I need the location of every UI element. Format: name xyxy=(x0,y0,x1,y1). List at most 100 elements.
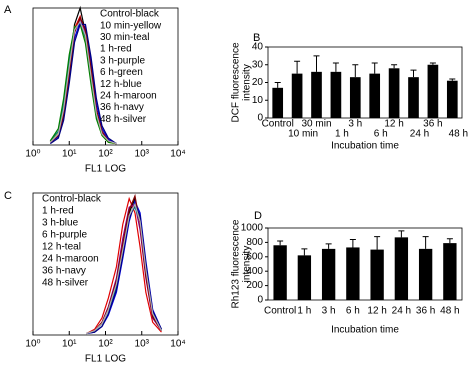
x-tick-label: 3 h xyxy=(348,119,362,130)
histogram-curve xyxy=(86,193,162,335)
y-tick-label: 1000 xyxy=(241,223,264,234)
error-bar xyxy=(410,69,417,78)
bar xyxy=(388,68,400,118)
legend-entry: 12 h-teal xyxy=(42,242,81,253)
legend-entry: 48 h-silver xyxy=(42,278,89,289)
histogram-curve xyxy=(86,205,163,335)
histogram-curve xyxy=(49,15,117,145)
x-tick-label: 10⁰ xyxy=(25,339,40,350)
y-tick-label: 400 xyxy=(246,266,263,277)
y-axis-label: intensity xyxy=(242,246,253,283)
x-tick-label: 10¹ xyxy=(62,149,77,160)
x-tick-label: 12 h xyxy=(384,119,403,130)
histogram-curve xyxy=(86,196,162,335)
panel-letter: C xyxy=(4,190,12,202)
x-tick-label: 10³ xyxy=(135,149,150,160)
legend-entry: 6 h-purple xyxy=(42,230,87,241)
panel-letter: A xyxy=(4,4,12,16)
bar xyxy=(408,77,419,118)
bar xyxy=(346,247,360,300)
error-bar xyxy=(294,60,301,74)
x-tick-label: 48 h xyxy=(440,306,459,317)
x-tick-label: 10⁴ xyxy=(170,149,185,160)
legend-entry: 3 h-blue xyxy=(42,218,79,229)
bar xyxy=(443,243,457,300)
error-bar xyxy=(398,230,405,238)
x-tick-label: 24 h xyxy=(392,306,411,317)
legend-entry: 36 h-navy xyxy=(100,102,144,113)
x-axis-label: Incubation time xyxy=(331,325,399,336)
bar xyxy=(418,248,433,300)
histogram-curve xyxy=(49,23,117,145)
legend-entry: Control-black xyxy=(100,9,160,20)
error-bar xyxy=(446,238,453,244)
y-tick-label: 800 xyxy=(246,237,263,248)
bar xyxy=(394,237,409,300)
y-tick-label: 600 xyxy=(246,251,263,262)
error-bar xyxy=(422,236,429,249)
x-tick-label: 10² xyxy=(98,149,113,160)
y-tick-label: 20 xyxy=(252,77,264,88)
legend-entry: 12 h-blue xyxy=(100,79,142,90)
legend-entry: 10 min-yellow xyxy=(100,20,162,31)
y-tick-label: 10 xyxy=(252,95,264,106)
error-bar xyxy=(325,243,332,249)
x-tick-label: 10³ xyxy=(135,339,150,350)
y-axis-label: DCF fluorescence xyxy=(231,42,242,122)
histogram-curve xyxy=(86,202,163,335)
y-tick-label: 0 xyxy=(257,113,263,124)
legend-entry: 24 h-maroon xyxy=(42,254,99,265)
x-tick-label: 1 h xyxy=(335,129,349,140)
error-bar xyxy=(391,64,398,69)
histogram-curve xyxy=(49,20,117,145)
plot-frame xyxy=(267,227,463,301)
legend-entry: 1 h-red xyxy=(100,44,132,55)
legend-entry: 24 h-maroon xyxy=(100,91,157,102)
x-tick-label: 10² xyxy=(98,339,113,350)
x-axis-label: FL1 LOG xyxy=(85,164,126,175)
x-tick-label: 36 h xyxy=(416,306,435,317)
x-tick-label: 36 h xyxy=(423,119,442,130)
histogram-curve xyxy=(86,202,163,335)
error-bar xyxy=(301,248,308,256)
bar xyxy=(273,245,287,300)
x-tick-label: 24 h xyxy=(410,129,429,140)
y-tick-label: 200 xyxy=(246,280,263,291)
error-bar xyxy=(374,236,381,250)
legend-entry: 36 h-navy xyxy=(42,266,86,277)
x-tick-label: 6 h xyxy=(346,306,360,317)
error-bar xyxy=(332,62,339,72)
bar xyxy=(321,248,336,300)
legend-entry: 48 h-silver xyxy=(100,114,147,125)
error-bar xyxy=(349,239,356,248)
panel-letter: D xyxy=(254,210,262,222)
histogram-curve xyxy=(49,23,117,145)
bar xyxy=(291,73,303,118)
x-tick-label: Control xyxy=(264,306,296,317)
bar xyxy=(349,77,361,118)
x-tick-label: 10⁴ xyxy=(170,339,185,350)
error-bar xyxy=(274,82,281,88)
y-tick-label: 30 xyxy=(252,59,264,70)
legend-entry: 3 h-purple xyxy=(100,55,145,66)
error-bar xyxy=(277,240,284,246)
bar xyxy=(369,73,381,118)
x-tick-label: 30 min xyxy=(301,119,331,130)
bar xyxy=(370,249,384,300)
bar xyxy=(446,80,458,118)
y-tick-label: 0 xyxy=(257,295,263,306)
error-bar xyxy=(352,64,359,78)
error-bar xyxy=(429,62,436,65)
x-tick-label: 48 h xyxy=(449,129,468,140)
error-bar xyxy=(449,78,456,81)
x-tick-label: 10¹ xyxy=(62,339,77,350)
x-axis-label: FL1 LOG xyxy=(85,354,126,365)
x-tick-label: 3 h xyxy=(322,306,336,317)
bar xyxy=(330,71,342,118)
legend-entry: Control-black xyxy=(42,194,102,205)
x-axis-label: Incubation time xyxy=(331,141,399,152)
bar xyxy=(311,71,322,118)
bar xyxy=(427,64,439,118)
y-axis-label: Rh123 fluorescence xyxy=(231,219,242,308)
